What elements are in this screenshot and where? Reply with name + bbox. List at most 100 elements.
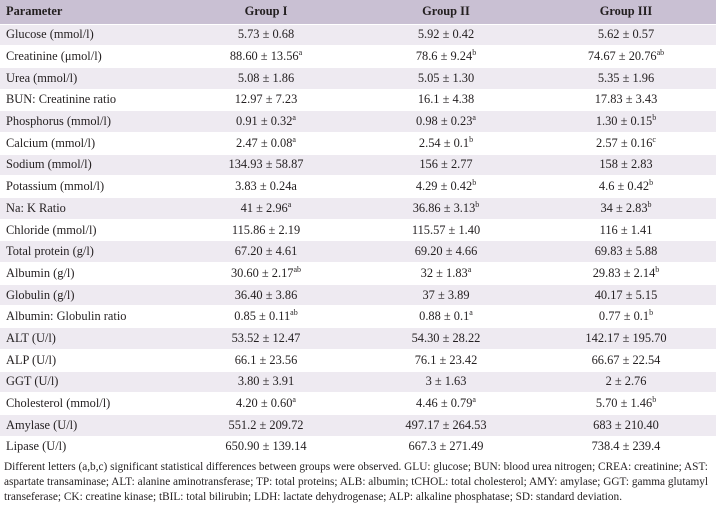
table-row: Calcium (mmol/l) 2.47 ± 0.08a 2.54 ± 0.1b 2… [0,132,716,155]
table-header-row: Parameter Group I Group II Group III [0,0,716,25]
parameter-cell: Phosphorus (mmol/l) [0,110,176,133]
group-3-value-cell: 142.17 ± 195.70 [536,327,716,350]
group-1-value-cell: 5.73 ± 0.68 [176,24,356,47]
value-text: 4.46 ± 0.79 [416,396,473,411]
value-text: 32 ± 1.83 [420,265,468,280]
table-row: Urea (mmol/l) 5.08 ± 1.86 5.05 ± 1.30 5.35 … [0,67,716,90]
value-text: 78.6 ± 9.24 [415,49,473,64]
group-3-value-cell: 2 ± 2.76 [536,371,716,394]
table-row: Phosphorus (mmol/l) 0.91 ± 0.32a 0.98 ± 0.… [0,110,716,133]
group-3-value-cell: 1.30 ± 0.15b [536,110,716,133]
value-text: 0.85 ± 0.11 [234,309,291,324]
group-2-value-cell: 37 ± 3.89 [356,284,536,307]
group-2-value-cell: 667.3 ± 271.49 [356,436,536,459]
significance-letter: ab [656,48,665,58]
value-text: 34 ± 2.83 [600,200,648,215]
table-row: Amylase (U/l) 551.2 ± 209.72 497.17 ± 264.… [0,414,716,437]
table-row: Na: K Ratio 41 ± 2.96a 36.86 ± 3.13b 34 ± 2… [0,197,716,220]
significance-letter: c [652,134,656,144]
group-1-value-cell: 12.97 ± 7.23 [176,89,356,112]
group-2-value-cell: 497.17 ± 264.53 [356,414,536,437]
significance-letter: a [469,308,473,318]
header-group-2: Group II [356,0,536,25]
significance-letter: b [472,48,477,58]
significance-letter: a [287,199,292,209]
group-1-value-cell: 36.40 ± 3.86 [176,284,356,307]
table-row: Creatinine (μmol/l) 88.60 ± 13.56a 78.6 ± … [0,45,716,68]
table-row: BUN: Creatinine ratio 12.97 ± 7.23 16.1 ± … [0,89,716,112]
parameter-cell: Potassium (mmol/l) [0,175,176,198]
value-text: 29.83 ± 2.14 [592,265,656,280]
significance-letter: a [467,264,472,274]
significance-letter: ab [290,308,298,318]
table-row: Globulin (g/l) 36.40 ± 3.86 37 ± 3.89 40.17… [0,284,716,307]
value-text: 5.92 ± 0.42 [417,27,475,42]
value-text: 30.60 ± 2.17 [230,265,294,280]
value-text: 5.35 ± 1.96 [597,70,655,85]
value-text: 88.60 ± 13.56 [229,49,299,64]
value-text: 2 ± 2.76 [605,374,647,389]
value-text: 5.73 ± 0.68 [237,27,295,42]
value-text: 5.62 ± 0.57 [597,27,655,42]
parameter-cell: Albumin (g/l) [0,262,176,285]
group-1-value-cell: 134.93 ± 58.87 [176,154,356,177]
value-text: 16.1 ± 4.38 [417,92,475,107]
value-text: 497.17 ± 264.53 [405,417,487,432]
value-text: 0.77 ± 0.1 [598,309,650,324]
value-text: 74.67 ± 20.76 [587,49,657,64]
group-1-value-cell: 0.85 ± 0.11ab [176,305,356,329]
table-row: Glucose (mmol/l) 5.73 ± 0.68 5.92 ± 0.42 5.… [0,24,716,47]
parameter-cell: ALT (U/l) [0,327,176,350]
value-text: 66.1 ± 23.56 [234,352,298,367]
significance-letter: a [472,113,476,123]
group-2-value-cell: 36.86 ± 3.13b [356,197,536,220]
group-1-value-cell: 551.2 ± 209.72 [176,414,356,437]
group-3-value-cell: 40.17 ± 5.15 [536,284,716,307]
value-text: 37 ± 3.89 [422,287,470,302]
group-1-value-cell: 88.60 ± 13.56a [176,45,356,68]
value-text: 134.93 ± 58.87 [228,157,304,172]
group-3-value-cell: 4.6 ± 0.42b [536,175,716,198]
group-3-value-cell: 5.70 ± 1.46b [536,392,716,415]
group-3-value-cell: 158 ± 2.83 [536,154,716,177]
group-1-value-cell: 3.83 ± 0.24a [176,175,356,198]
parameter-cell: Urea (mmol/l) [0,67,176,90]
group-1-value-cell: 5.08 ± 1.86 [176,67,356,90]
parameter-cell: Globulin (g/l) [0,284,176,307]
value-text: 2.57 ± 0.16 [596,135,653,150]
parameter-cell: Amylase (U/l) [0,414,176,437]
value-text: 67.20 ± 4.61 [234,244,298,259]
group-1-value-cell: 30.60 ± 2.17ab [176,262,356,285]
value-text: 69.83 ± 5.88 [594,244,658,259]
group-3-value-cell: 0.77 ± 0.1b [536,305,716,329]
value-text: 667.3 ± 271.49 [408,439,484,454]
value-text: 551.2 ± 209.72 [228,417,304,432]
value-text: 683 ± 210.40 [593,417,659,432]
value-text: 738.4 ± 239.4 [591,439,661,454]
value-text: 40.17 ± 5.15 [594,287,658,302]
value-text: 116 ± 1.41 [599,222,653,237]
group-1-value-cell: 41 ± 2.96a [176,197,356,220]
group-2-value-cell: 4.46 ± 0.79a [356,392,536,415]
group-1-value-cell: 53.52 ± 12.47 [176,327,356,350]
value-text: 41 ± 2.96 [240,200,288,215]
parameter-cell: Calcium (mmol/l) [0,132,176,155]
significance-letter: a [472,395,476,405]
group-3-value-cell: 5.62 ± 0.57 [536,24,716,47]
value-text: 3.83 ± 0.24a [235,179,297,194]
significance-letter: b [649,178,654,188]
value-text: 3 ± 1.63 [425,374,467,389]
value-text: 3.80 ± 3.91 [237,374,295,389]
value-text: 650.90 ± 139.14 [225,439,307,454]
significance-letter: b [649,308,654,318]
group-3-value-cell: 2.57 ± 0.16c [536,132,716,155]
value-text: 36.40 ± 3.86 [234,287,298,302]
value-text: 115.86 ± 2.19 [231,222,301,237]
group-3-value-cell: 5.35 ± 1.96 [536,67,716,90]
table-row: ALP (U/l) 66.1 ± 23.56 76.1 ± 23.42 66.67 ±… [0,349,716,372]
group-2-value-cell: 4.29 ± 0.42b [356,175,536,198]
group-3-value-cell: 683 ± 210.40 [536,414,716,437]
results-table-container: Parameter Group I Group II Group III Glu… [0,0,716,503]
group-2-value-cell: 78.6 ± 9.24b [356,45,536,68]
value-text: 0.88 ± 0.1 [419,309,470,324]
